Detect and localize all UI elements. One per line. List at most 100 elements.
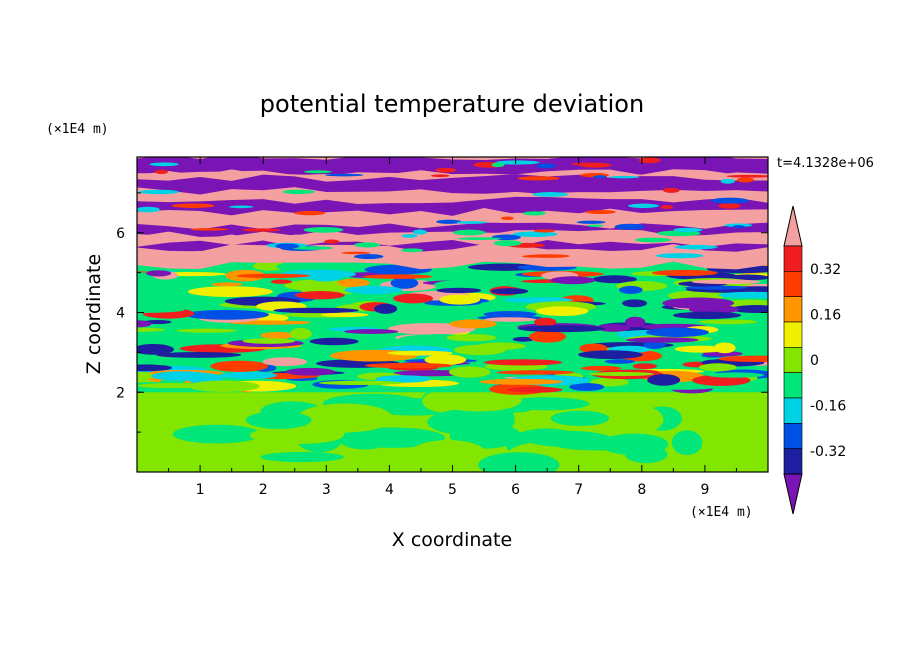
y-unit-label: (×1E4 m)	[46, 122, 109, 137]
field-edge	[154, 169, 169, 174]
field-edge	[576, 220, 606, 224]
colorbar-tick-label: -0.16	[810, 399, 846, 415]
field-edge	[401, 248, 424, 253]
field-edge	[190, 228, 229, 231]
field-edge	[674, 244, 718, 250]
field-streak	[581, 365, 622, 371]
field-patch	[249, 426, 345, 445]
field-streak	[137, 344, 175, 355]
field-streak	[592, 275, 637, 284]
field-edge	[275, 243, 300, 249]
time-label: t=4.1328e+06	[777, 156, 874, 171]
field-streak	[151, 371, 213, 381]
field-streak	[145, 270, 172, 277]
field-edge	[501, 216, 514, 220]
colorbar-segment	[783, 372, 803, 399]
field-streak	[220, 371, 277, 380]
field-streak	[590, 377, 629, 387]
field-streak	[176, 328, 238, 333]
field-edge	[241, 228, 281, 232]
field-edge	[673, 227, 703, 233]
field-edge	[354, 242, 381, 248]
field-streak	[252, 261, 286, 271]
field-patch	[410, 440, 486, 467]
field-streak	[672, 311, 742, 319]
field-streak	[484, 317, 536, 322]
field-edge	[532, 192, 569, 197]
field-edge	[517, 176, 560, 181]
field-streak	[276, 261, 361, 273]
field-streak	[187, 286, 273, 297]
field-streak	[490, 288, 529, 295]
field-edge	[401, 234, 418, 238]
field-edge	[137, 206, 160, 213]
field-streak	[368, 314, 416, 320]
field-streak	[595, 324, 631, 332]
field-streak	[270, 279, 292, 284]
field-streak	[390, 277, 419, 289]
field-streak	[320, 312, 369, 318]
field-streak	[622, 299, 648, 308]
field-patch	[525, 430, 612, 447]
y-axis: 2 4 6	[116, 192, 768, 433]
field-streak	[698, 319, 758, 325]
field-edge	[587, 224, 604, 227]
colorbar-segment	[783, 271, 803, 297]
colorbar-segment	[783, 397, 803, 424]
field-streak	[517, 325, 606, 333]
field-streak	[588, 371, 655, 377]
colorbar: 0.32 0.16 0 -0.16 -0.32	[783, 205, 846, 515]
field-edge	[171, 203, 215, 208]
field-streak	[393, 293, 434, 304]
field-patch	[478, 452, 560, 472]
field-edge	[512, 231, 558, 237]
x-tick-label: 8	[637, 482, 646, 498]
plot-area	[137, 157, 768, 472]
colorbar-segment	[783, 296, 803, 323]
field-streak	[604, 359, 636, 364]
field-streak	[289, 327, 312, 340]
y-tick-label: 4	[116, 306, 125, 322]
field-edge	[291, 246, 333, 250]
field-edge	[412, 229, 427, 235]
colorbar-segment	[783, 321, 803, 348]
field-streak	[284, 279, 354, 292]
field-streak	[374, 303, 398, 314]
field-streak	[242, 338, 296, 344]
field-edge	[435, 167, 457, 173]
field-edge	[638, 157, 661, 164]
field-patch	[550, 410, 610, 427]
field-streak	[433, 279, 496, 291]
field-edge	[430, 174, 450, 178]
field-streak	[529, 330, 567, 343]
colorbar-segment	[783, 347, 803, 373]
field-streak	[236, 273, 310, 279]
field-streak	[730, 305, 768, 313]
field-streak	[674, 345, 727, 353]
field-edge	[282, 189, 315, 195]
field-patch	[172, 424, 262, 444]
field-streak	[698, 363, 737, 372]
field-streak	[534, 317, 557, 327]
x-tick-label: 6	[511, 482, 520, 498]
x-tick-label: 4	[385, 482, 394, 498]
field-streak	[479, 378, 563, 385]
chart-title: potential temperature deviation	[260, 90, 644, 118]
field-edge	[710, 197, 749, 204]
colorbar-tick-label: 0.16	[810, 307, 841, 323]
x-tick-label: 3	[322, 482, 331, 498]
field-streak	[651, 269, 718, 276]
field-streak	[210, 360, 269, 372]
field-streak	[439, 294, 481, 305]
field-edge	[635, 237, 672, 243]
field-patch	[504, 397, 590, 411]
field-streak	[496, 370, 575, 375]
field-edge	[522, 255, 541, 258]
upper-region	[137, 157, 768, 270]
field-edge	[324, 239, 340, 244]
field-edge	[585, 210, 616, 214]
field-streak	[569, 383, 605, 391]
field-streak	[137, 364, 173, 372]
field-streak	[512, 336, 535, 342]
colorbar-segment	[783, 423, 803, 449]
